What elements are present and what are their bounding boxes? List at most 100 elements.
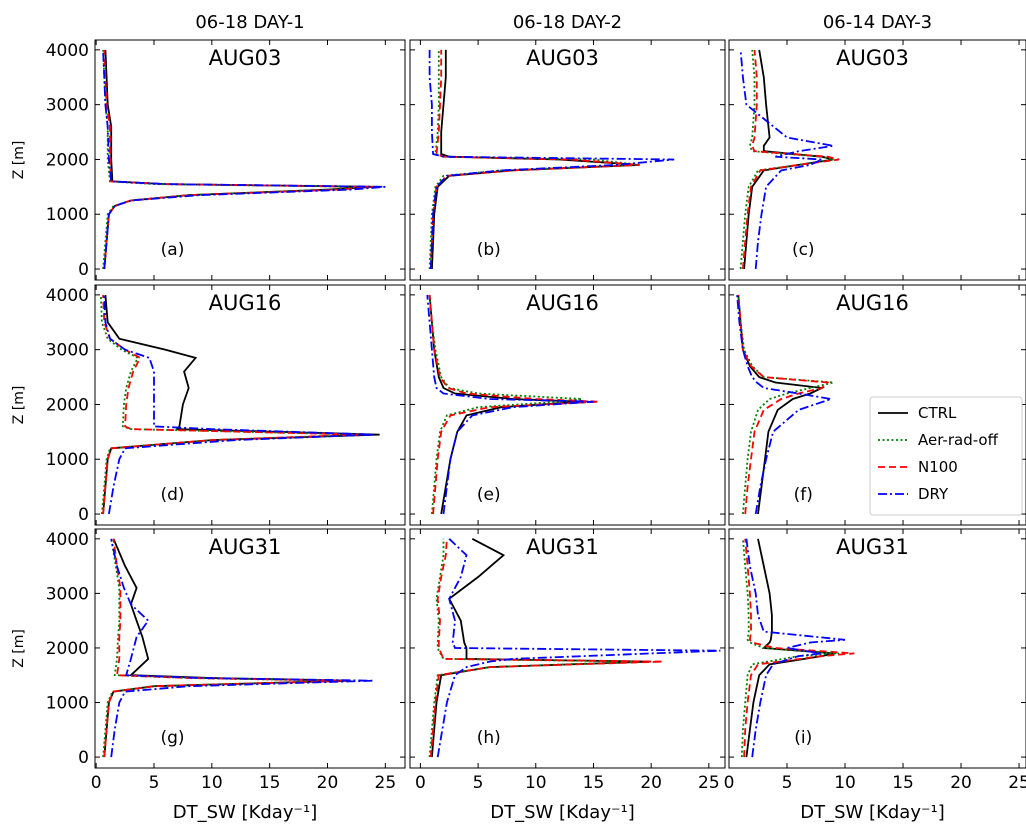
x-axis-label: DT_SW [Kday⁻¹] [800,802,944,823]
lines [736,294,834,515]
y-axis-label: Z [m] [11,386,27,425]
y-tick-label: 3000 [46,584,89,604]
profile-line [103,294,374,515]
profile-line [737,294,830,515]
y-tick-label: 1000 [46,694,89,714]
x-tick-label: 15 [259,773,281,793]
panel-annotation: (d) [160,485,184,505]
profile-line [103,49,374,270]
y-tick-label: 0 [78,505,89,525]
panel-title: AUG31 [209,535,282,559]
profile-line [736,294,832,515]
lines [739,49,840,270]
panel: 06-14 DAY-3 AUG03 (c) [728,12,1026,281]
profile-line [110,538,374,758]
y-tick-label: 2000 [46,395,89,415]
x-tick-label: 10 [525,773,547,793]
x-tick-label: 20 [950,773,972,793]
y-tick-label: 2000 [46,639,89,659]
panel-title: AUG16 [209,291,282,315]
profile-line [436,538,721,758]
profile-line [428,294,600,515]
lines [428,538,721,758]
panel-annotation: (c) [792,240,815,260]
profile-line [737,294,834,515]
panel-title: AUG03 [209,46,282,70]
x-tick-label: 5 [149,773,160,793]
panel-annotation: (e) [477,485,501,505]
y-tick-label: 4000 [46,286,89,306]
x-tick-label: 0 [415,773,426,793]
x-tick-label: 15 [583,773,605,793]
x-tick-label: 10 [201,773,223,793]
y-tick-label: 1000 [46,205,89,225]
profile-line [739,49,834,270]
profile-line [102,294,363,515]
panel: AUG16 (e) [409,284,726,526]
panel-title: AUG31 [836,535,909,559]
profile-line [103,538,351,758]
panel-title: AUG03 [836,46,909,70]
legend: CTRL Aer-rad-off N100 DRY [869,396,1023,516]
axes-frame [94,39,406,281]
y-tick-label: 3000 [46,96,89,116]
y-tick-label: 1000 [46,450,89,470]
profile-line [745,538,846,758]
panel: 0 5 10 15 20 25 0 1000 2000 3000 4000 AUG31 (g) Z [m]… [11,528,406,823]
panel: 06-18 DAY-2 AUG03 (b) [409,12,726,281]
axes-frame [94,284,406,526]
panel: 0 1000 2000 3000 4000 06-18 DAY-1 AUG03 (a) Z [m… [11,12,406,281]
column-title: 06-18 DAY-1 [195,12,304,33]
legend-label: N100 [918,458,958,476]
profile-line [742,49,840,270]
x-tick-label: 25 [375,773,397,793]
x-tick-label: 20 [640,773,662,793]
profile-line [103,49,374,270]
x-tick-label: 5 [782,773,793,793]
profile-line [431,538,652,758]
legend-box [869,396,1023,516]
profile-line [743,49,834,270]
axes-frame [728,39,1026,281]
x-tick-label: 25 [698,773,720,793]
panel-title: AUG03 [526,46,599,70]
profile-line [102,538,340,758]
y-axis-label: Z [m] [11,629,27,668]
profile-line [102,49,386,270]
profile-line [428,49,675,270]
y-tick-label: 4000 [46,530,89,550]
panel-annotation: (i) [794,728,812,748]
profile-line [740,538,840,758]
legend-label: CTRL [918,404,957,422]
axes-frame [409,39,726,281]
legend-label: Aer-rad-off [918,431,999,449]
x-tick-label: 20 [317,773,339,793]
profile-line [428,538,640,758]
lines [426,294,600,515]
x-tick-label: 10 [834,773,856,793]
lines [740,538,855,758]
panel: 0 5 10 15 20 25 AUG31 (h) DT_SW [Kday⁻¹] [409,528,726,823]
lines [428,49,675,270]
y-tick-label: 3000 [46,341,89,361]
profile-line [743,538,855,758]
x-tick-label: 0 [724,773,735,793]
x-axis-label: DT_SW [Kday⁻¹] [490,802,634,823]
panel-annotation: (f) [794,485,813,505]
y-tick-label: 0 [78,260,89,280]
panel-title: AUG31 [526,535,599,559]
axes-frame [409,528,726,769]
y-tick-label: 2000 [46,150,89,170]
column-title: 06-18 DAY-2 [513,12,622,33]
profile-line [99,294,363,515]
profile-line [737,294,826,515]
lines [102,538,374,758]
axes-frame [409,284,726,526]
lines [99,294,380,515]
axes-frame [728,528,1026,769]
x-axis-label: DT_SW [Kday⁻¹] [173,802,317,823]
x-tick-label: 5 [473,773,484,793]
panel-annotation: (h) [477,728,501,748]
profile-line [102,294,380,515]
